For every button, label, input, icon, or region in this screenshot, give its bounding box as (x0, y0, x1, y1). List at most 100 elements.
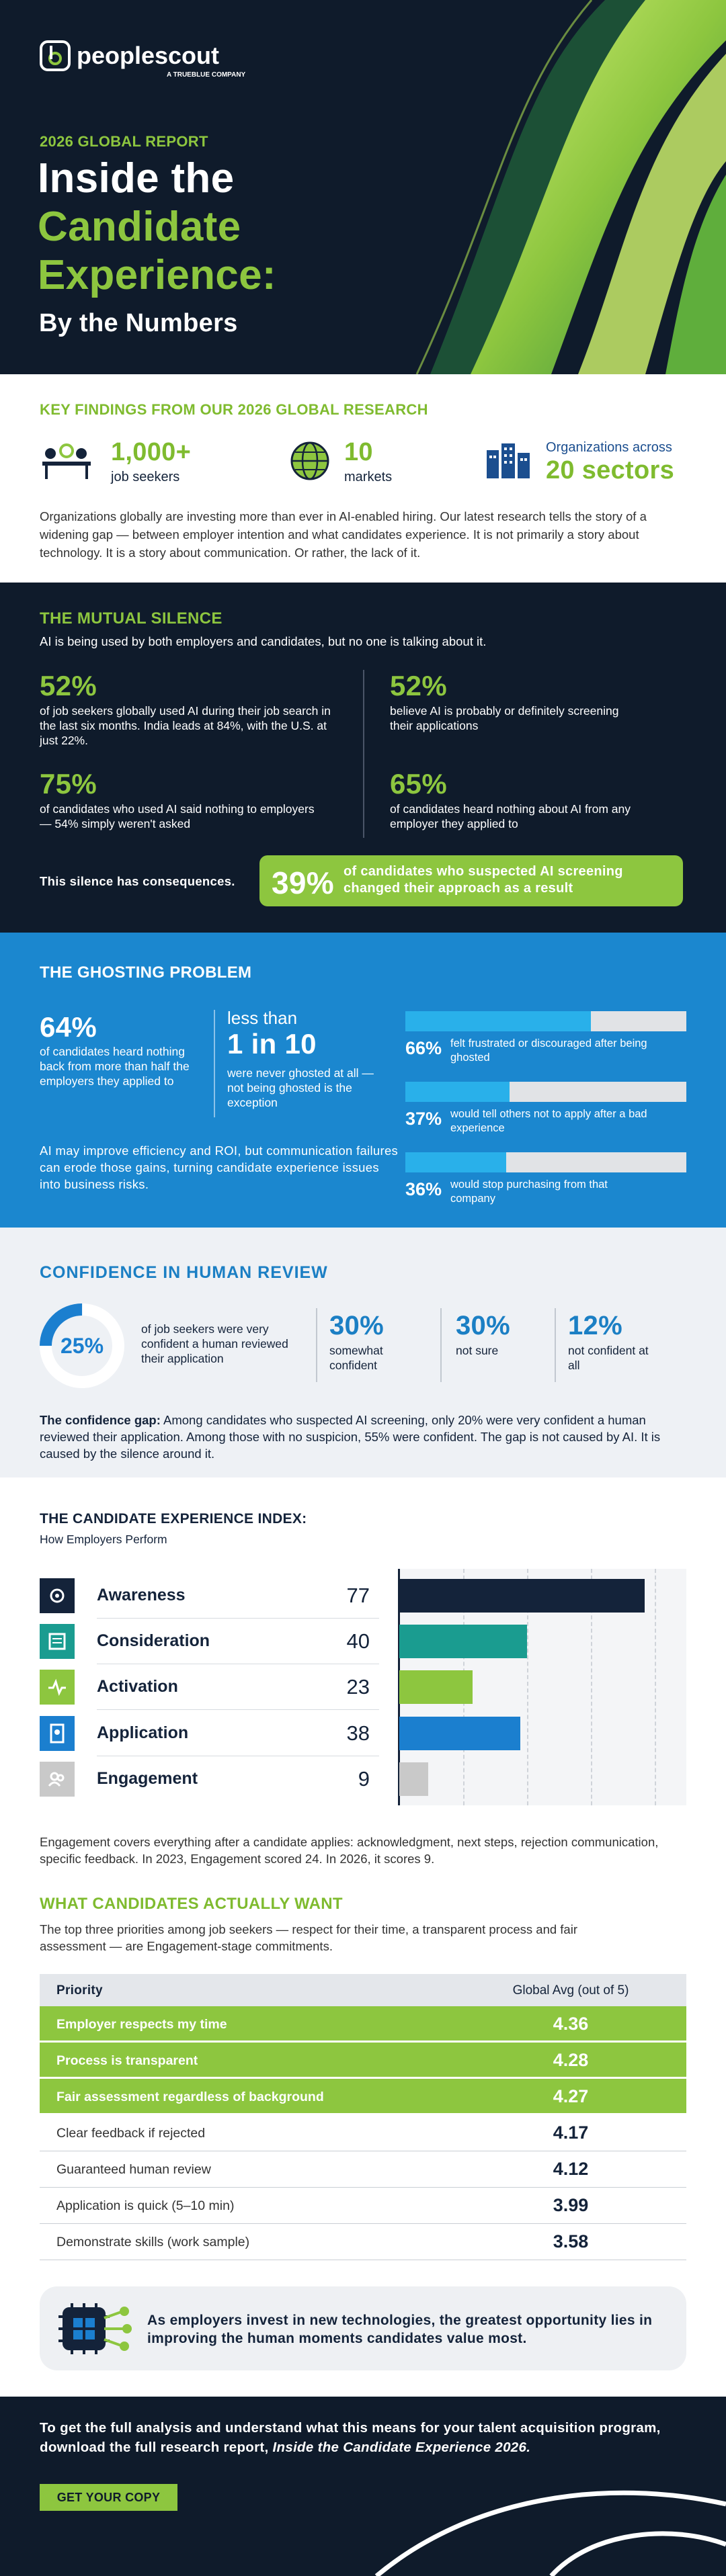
highlight-value: 39% (272, 865, 334, 900)
table-row: Fair assessment regardless of background… (40, 2079, 686, 2115)
stat-value: 52% (40, 670, 97, 701)
bar (399, 1625, 527, 1658)
logo: peoplescout (77, 42, 220, 69)
wants-section: WHAT CANDIDATES ACTUALLY WANT The top th… (0, 1871, 726, 2397)
stat-label: markets (344, 470, 393, 484)
stat-value: 65% (390, 768, 447, 800)
icon-buildings (487, 443, 530, 478)
stat-prefix: less than (227, 1008, 298, 1028)
table-row: Clear feedback if rejected 4.17 (40, 2115, 686, 2151)
score: 4.17 (553, 2122, 589, 2143)
body-lead: The confidence gap: (40, 1413, 161, 1427)
title-line: Inside the (38, 155, 235, 202)
highlight-text: of candidates who suspected AI screening… (344, 864, 623, 896)
score: 4.28 (553, 2050, 589, 2070)
donut-arc (40, 1303, 124, 1388)
key-findings: KEY FINDINGS FROM OUR 2026 GLOBAL RESEAR… (0, 374, 726, 583)
body-text: Engagement covers everything after a can… (40, 1835, 659, 1866)
highlight-box: 39% of candidates who suspected AI scree… (259, 855, 683, 906)
column-header: Global Avg (out of 5) (512, 1983, 629, 1998)
bar (399, 1717, 521, 1750)
table-row: Process is transparent 4.28 (40, 2043, 686, 2079)
stat-value: 30% (329, 1311, 384, 1340)
score: 3.99 (553, 2195, 589, 2215)
stat-value: 12% (568, 1311, 622, 1340)
category-label: Activation (97, 1677, 178, 1696)
chip-icon (58, 2303, 132, 2354)
confidence: CONFIDENCE IN HUMAN REVIEW of job seeker… (0, 1228, 726, 1477)
priority: Application is quick (5–10 min) (56, 2198, 235, 2213)
stat-label: Organizations across (546, 440, 672, 455)
stat-label: job seekers (111, 470, 180, 484)
priority: Fair assessment regardless of background (56, 2090, 324, 2104)
row-icon (40, 1624, 75, 1659)
divider (363, 670, 364, 838)
axis-line (398, 1569, 400, 1805)
donut: 25% (40, 1303, 124, 1388)
stat-value: 64% (40, 1011, 97, 1043)
bar (399, 1762, 428, 1796)
section-heading: THE GHOSTING PROBLEM (40, 963, 252, 982)
row-separator (97, 1709, 379, 1710)
consequence: This silence has consequences. (40, 874, 235, 888)
mutual-silence: THE MUTUAL SILENCE AI is being used by b… (0, 583, 726, 933)
divider (316, 1308, 317, 1382)
score: 4.12 (553, 2159, 589, 2179)
table-header: Priority Global Avg (out of 5) (40, 1974, 686, 2006)
stat-text: of candidates heard nothing back from mo… (40, 1045, 190, 1088)
table-row: Demonstrate skills (work sample) 3.58 (40, 2224, 686, 2260)
score: 3.58 (553, 2231, 589, 2251)
chart-title: THE CANDIDATE EXPERIENCE INDEX: (40, 1511, 307, 1527)
bar (405, 1011, 591, 1031)
grid-line (654, 1569, 656, 1805)
bar-text: felt frustrated or discouraged after bei… (450, 1037, 647, 1064)
title-line: Experience: (38, 252, 276, 298)
stat-value: 1 in 10 (227, 1028, 317, 1060)
priority: Employer respects my time (56, 2017, 227, 2032)
donut-label: 25% (61, 1334, 104, 1358)
category-label: Engagement (97, 1769, 198, 1788)
bar (405, 1082, 510, 1102)
body-text: The confidence gap: Among candidates who… (40, 1412, 686, 1462)
callout: As employers invest in new technologies,… (40, 2286, 686, 2370)
cta-button[interactable]: GET YOUR COPY (40, 2484, 177, 2511)
bar-value: 37% (405, 1109, 442, 1129)
chart-subtitle: How Employers Perform (40, 1533, 167, 1546)
bar-value: 36% (405, 1179, 442, 1199)
stat-text: were never ghosted at all — not being gh… (227, 1066, 374, 1109)
grid-line (526, 1569, 528, 1805)
bar-text: would tell others not to apply after a b… (450, 1108, 647, 1134)
value-label: 38 (346, 1721, 370, 1745)
bar-value: 66% (405, 1038, 442, 1058)
stat-text: of candidates who used AI said nothing t… (40, 802, 315, 830)
table-row: Employer respects my time 4.36 (40, 2006, 686, 2043)
category-label: Consideration (97, 1631, 210, 1650)
value-label: 9 (358, 1767, 370, 1791)
stat-value: 52% (390, 670, 447, 701)
row-icon (40, 1578, 75, 1613)
divider (214, 1010, 215, 1117)
stat-text: not confident at all (568, 1344, 649, 1372)
index-section: THE CANDIDATE EXPERIENCE INDEX: How Empl… (0, 1477, 726, 1871)
donut-text: of job seekers were very confident a hum… (141, 1322, 288, 1365)
priority: Clear feedback if rejected (56, 2126, 206, 2141)
category-label: Awareness (97, 1586, 186, 1604)
stat-value: 1,000+ (111, 438, 192, 466)
icon-globe (290, 441, 329, 480)
stat-text: not sure (456, 1344, 499, 1357)
priority: Guaranteed human review (56, 2162, 211, 2177)
eyebrow: 2026 GLOBAL REPORT (40, 133, 208, 150)
report-title: Inside the Candidate Experience 2026. (272, 2440, 531, 2455)
divider (555, 1308, 556, 1382)
bar (399, 1579, 645, 1613)
callout-text: As employers invest in new technologies,… (147, 2313, 653, 2346)
stat-text: believe AI is probably or definitely scr… (390, 704, 619, 732)
value-label: 77 (346, 1584, 370, 1607)
stat-value: 75% (40, 768, 97, 800)
intro: AI is being used by both employers and c… (40, 634, 487, 648)
bar (405, 1152, 507, 1172)
table-row: Application is quick (5–10 min) 3.99 (40, 2188, 686, 2224)
